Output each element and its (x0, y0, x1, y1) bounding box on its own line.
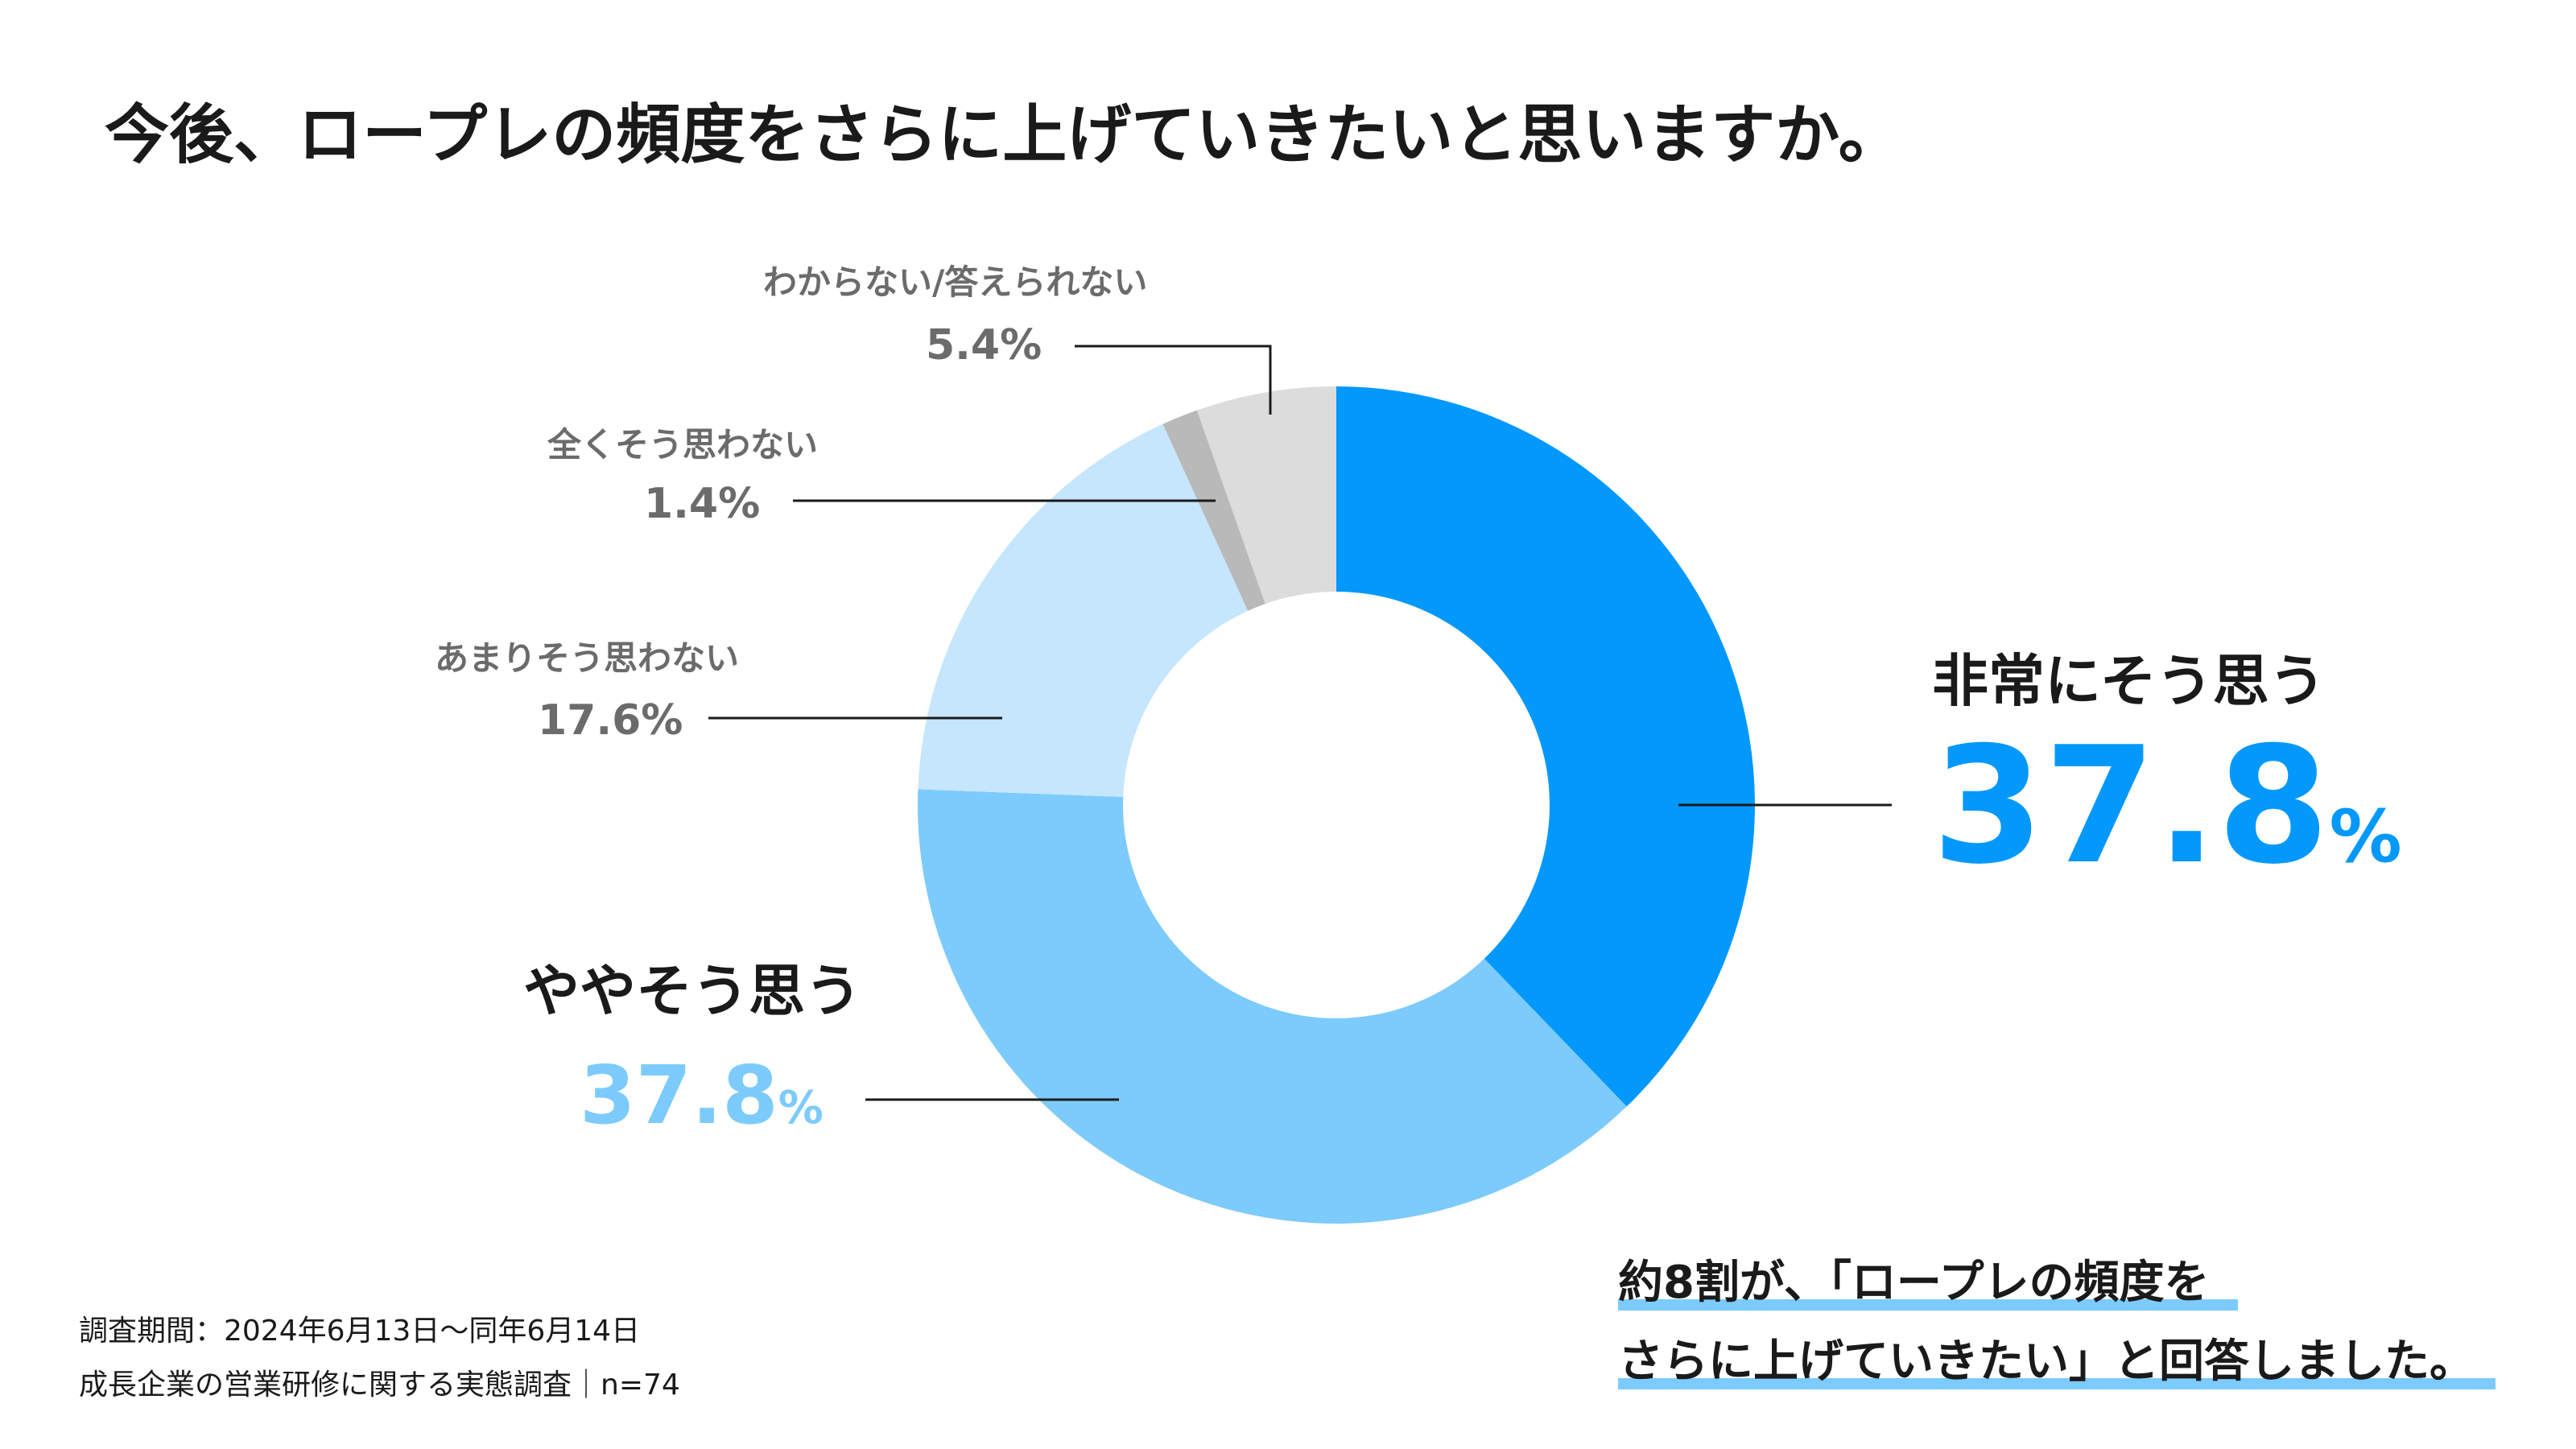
donut-slices (918, 386, 1755, 1224)
slice-value-very: 37.8% (1932, 712, 2402, 900)
leader-dont-know (1075, 345, 1272, 415)
survey-source: 成長企業の営業研修に関する実態調査｜n=74 (79, 1368, 680, 1402)
slice-somewhat (918, 789, 1627, 1224)
slice-value-dont-know: 5.4% (926, 321, 1042, 369)
slice-label-very: 非常にそう思う (1932, 648, 2326, 714)
callout-underline-1 (1618, 1299, 2238, 1311)
slice-not-at-all (1162, 410, 1265, 611)
slice-very (1336, 386, 1755, 1107)
slice-label-somewhat: ややそう思う (523, 958, 861, 1024)
callout-underline-2 (1618, 1378, 2496, 1389)
slice-value-very-number: 37.8 (1932, 712, 2329, 900)
callout-line-1: 約8割が、「ロープレの頻度を (1618, 1257, 2210, 1309)
slice-value-not-much: 17.6% (538, 696, 683, 745)
slice-not-much (918, 423, 1249, 798)
slice-label-dont-know: わからない/答えられない (763, 262, 1147, 302)
survey-period: 調査期間：2024年6月13日〜同年6月14日 (79, 1315, 640, 1348)
slice-value-not-at-all: 1.4% (644, 480, 760, 528)
slice-value-very-unit: % (2329, 795, 2401, 879)
slice-value-somewhat: 37.8% (580, 1048, 824, 1142)
slice-value-somewhat-number: 37.8 (580, 1048, 778, 1142)
slice-dont-know (1196, 386, 1336, 605)
slice-label-not-much: あまりそう思わない (435, 638, 739, 678)
slice-value-somewhat-unit: % (778, 1082, 824, 1134)
chart-title: 今後、ロープレの頻度をさらに上げていきたいと思いますか。 (105, 97, 1903, 172)
slice-label-not-at-all: 全くそう思わない (547, 425, 818, 464)
leader-lines (708, 345, 1892, 1101)
callout-line-2: さらに上げていきたい」と回答しました。 (1618, 1335, 2475, 1388)
